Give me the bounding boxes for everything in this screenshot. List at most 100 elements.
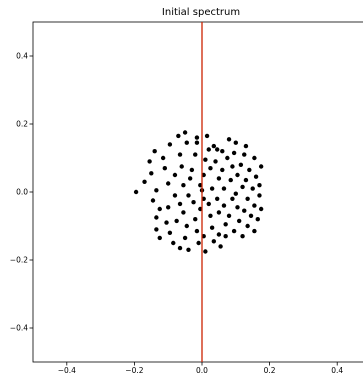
scatter-point (187, 176, 193, 181)
scatter-point (226, 137, 232, 142)
scatter-point (211, 143, 217, 149)
scatter-point (220, 149, 225, 154)
scatter-point (147, 159, 152, 164)
scatter-point (193, 152, 198, 157)
scatter-point (194, 135, 200, 140)
scatter-point (236, 218, 242, 224)
scatter-point (133, 189, 139, 195)
scatter-point (257, 193, 262, 198)
scatter-point (220, 167, 225, 173)
scatter-point (149, 171, 154, 176)
scatter-point (240, 184, 245, 190)
scatter-point (221, 186, 227, 191)
scatter-point (196, 240, 201, 246)
scatter-point (154, 215, 159, 220)
scatter-point (193, 217, 198, 222)
scatter-point (245, 223, 250, 229)
scatter-point (221, 203, 227, 208)
scatter-point (164, 220, 169, 225)
scatter-point (235, 172, 240, 178)
scatter-point (142, 179, 147, 184)
scatter-point (194, 228, 200, 234)
scatter-point (257, 183, 262, 188)
scatter-point (230, 164, 235, 169)
x-tick-label: 0.0 (196, 366, 208, 375)
scatter-point (230, 196, 235, 201)
scatter-point (225, 155, 230, 161)
scatter-point (206, 147, 211, 152)
scatter-point (182, 235, 188, 241)
scatter-point (235, 205, 240, 210)
scatter-point (186, 193, 191, 198)
scatter-point (240, 234, 245, 239)
scatter-point (208, 213, 213, 218)
scatter-point (177, 152, 183, 157)
scatter-point (167, 142, 173, 147)
scatter-point (258, 206, 264, 212)
scatter-point (154, 227, 159, 232)
scatter-point (174, 218, 179, 224)
scatter-point (186, 247, 191, 252)
data-points (133, 130, 264, 254)
scatter-point (252, 228, 257, 234)
scatter-point (181, 210, 186, 215)
scatter-point (157, 235, 162, 241)
scatter-point (243, 143, 249, 149)
scatter-point (172, 172, 178, 178)
y-tick-label: 0.0 (16, 188, 28, 197)
scatter-point (177, 245, 183, 251)
scatter-point (233, 140, 238, 145)
scatter-point (177, 201, 183, 207)
scatter-point (150, 198, 156, 203)
scatter-point (171, 240, 176, 246)
scatter-point (203, 249, 208, 254)
scatter-point (216, 232, 222, 237)
scatter-point (166, 205, 171, 210)
scatter-point (172, 193, 178, 198)
x-tick-label: 0.2 (264, 366, 276, 375)
scatter-point (157, 206, 162, 212)
scatter-point (181, 183, 186, 188)
scatter-point (238, 162, 244, 167)
scatter-point (204, 133, 210, 139)
axis-ticks: −0.4 −0.2 0.0 0.2 0.4 −0.4 −0.2 0.0 0.2 0.4 (10, 52, 344, 375)
scatter-point (206, 201, 211, 207)
scatter-point (223, 222, 228, 227)
chart-title: Initial spectrum (162, 7, 240, 18)
scatter-point (218, 244, 223, 249)
scatter-point (253, 174, 259, 179)
y-tick-label: −0.4 (10, 324, 28, 333)
scatter-point (213, 159, 218, 164)
scatter-point (215, 147, 220, 152)
scatter-point (184, 223, 189, 229)
scatter-point (242, 152, 247, 157)
scatter-point (231, 228, 237, 234)
scatter-point (231, 150, 237, 156)
scatter-point (189, 167, 195, 173)
y-tick-label: 0.2 (16, 120, 28, 129)
scatter-point (182, 130, 188, 135)
scatter-point (258, 164, 264, 169)
x-tick-label: −0.4 (58, 366, 76, 375)
scatter-point (203, 157, 208, 162)
scatter-point (152, 149, 157, 154)
scatter-point (252, 203, 257, 208)
scatter-point (250, 186, 255, 191)
scatter-point (208, 166, 213, 171)
scatter-point (226, 213, 232, 218)
scatter-point (160, 155, 166, 161)
scatter-point (243, 177, 249, 183)
scatter-point (228, 177, 233, 183)
scatter-point (176, 133, 181, 139)
scatter-point (191, 200, 196, 205)
scatter-point (167, 230, 173, 235)
scatter-point (166, 181, 171, 186)
scatter-point (223, 234, 228, 239)
scatter-point (242, 208, 247, 213)
scatter-point (211, 239, 217, 244)
scatter-point (233, 191, 238, 196)
scatter-point (209, 225, 215, 230)
scatter-point (209, 186, 215, 191)
scatter-point (215, 196, 220, 201)
